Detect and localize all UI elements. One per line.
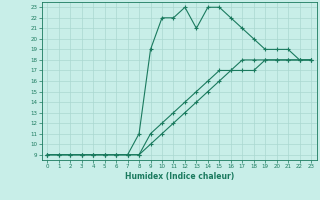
X-axis label: Humidex (Indice chaleur): Humidex (Indice chaleur)	[124, 172, 234, 181]
